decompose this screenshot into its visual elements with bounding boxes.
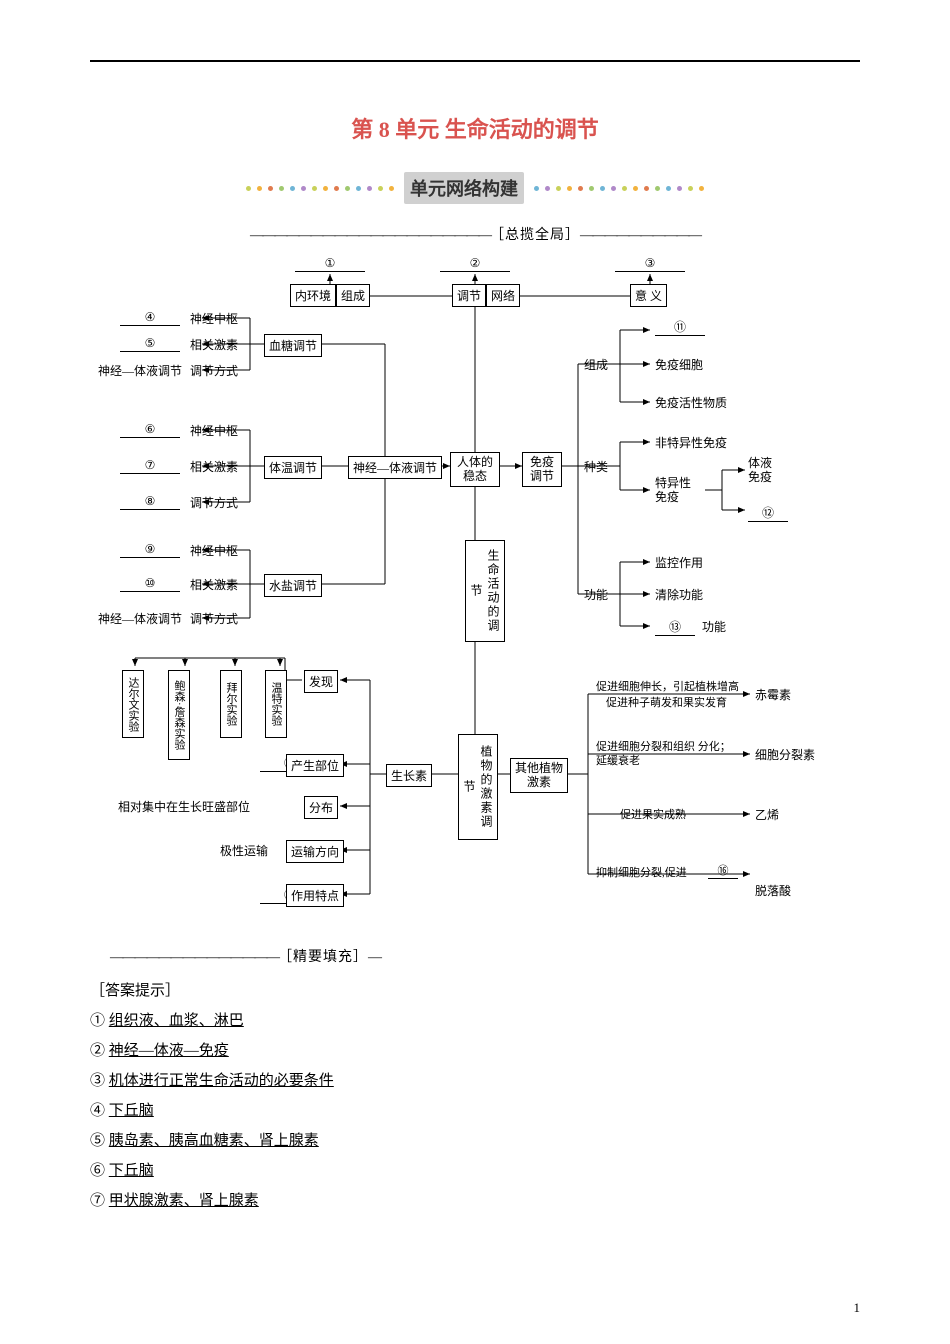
answers-header: ［答案提示］ [90, 976, 860, 1006]
answer-item: ② 神经—体液—免疫 [90, 1036, 860, 1066]
box-transport: 运输方向 [286, 840, 344, 863]
answer-item: ④ 下丘脑 [90, 1096, 860, 1126]
txt-immune-active: 免疫活性物质 [655, 394, 727, 411]
subtitle: 单元网络构建 [404, 172, 524, 204]
answers: ［答案提示］ ① 组织液、血浆、淋巴② 神经—体液—免疫③ 机体进行正常生命活动… [90, 976, 860, 1216]
box-blood-sugar: 血糖调节 [264, 334, 322, 357]
txt-nerve-center-2: 神经中枢 [190, 422, 238, 439]
box-internal-env: 内环境 [290, 284, 336, 307]
blank-1: ① [295, 256, 365, 272]
txt-body-fluid-imm: 体液 免疫 [748, 456, 784, 485]
dots-left [246, 186, 394, 191]
txt-nonspecific: 非特异性免疫 [655, 434, 727, 451]
box-composition: 组成 [336, 284, 370, 307]
txt-monitor: 监控作用 [655, 554, 703, 571]
txt-nerve-center-3: 神经中枢 [190, 542, 238, 559]
blank-10: ⑩ [120, 576, 180, 592]
txt-gib2: 促进种子萌发和果实发育 [606, 694, 727, 710]
box-water-salt: 水盐调节 [264, 574, 322, 597]
txt-nervefluid-3: 神经—体液调节 [98, 610, 182, 627]
box-jensen: 鲍森·詹森实验 [168, 670, 190, 760]
box-feature: 作用特点 [286, 884, 344, 907]
box-meaning: 意 义 [630, 284, 667, 307]
txt-regmode-2: 调节方式 [190, 494, 238, 511]
unit-title: 第 8 单元 生命活动的调节 [90, 112, 860, 144]
box-discover: 发现 [304, 670, 338, 693]
blank-8: ⑧ [120, 494, 180, 510]
subtitle-bar: 单元网络构建 [90, 172, 860, 204]
txt-abscisic: 脱落酸 [755, 882, 791, 899]
blank-7: ⑦ [120, 458, 180, 474]
txt-regmode-1: 调节方式 [190, 362, 238, 379]
blank-16: ⑯ [708, 862, 738, 879]
fill-label: ——————————————［精要填充］— [110, 946, 860, 966]
blank-11: ⑪ [655, 318, 705, 336]
answer-item: ① 组织液、血浆、淋巴 [90, 1006, 860, 1036]
page-number: 1 [854, 1300, 861, 1316]
txt-cytokinin: 细胞分裂素 [755, 746, 815, 763]
box-human-homeo: 人体的 稳态 [450, 452, 500, 487]
txt-hormone-2: 相关激素 [190, 458, 238, 475]
concept-map: ① ② ③ 内环境 组成 调节 网络 意 义 ④ 神经中枢 ⑤ 相关激素 血糖调… [90, 254, 860, 934]
txt-func-word: 功能 [702, 618, 726, 635]
blank-9: ⑨ [120, 542, 180, 558]
blank-13: ⑬ [655, 618, 695, 636]
box-regulation: 调节 [452, 284, 486, 307]
box-baier: 拜尔实验 [220, 670, 242, 738]
overview-label: ————————————————————［总揽全局］—————————— [90, 224, 860, 244]
txt-abs: 抑制细胞分裂,促进 [596, 864, 687, 880]
txt-hormone-1: 相关激素 [190, 336, 238, 353]
answer-item: ⑦ 甲状腺激素、肾上腺素 [90, 1186, 860, 1216]
txt-gib1: 促进细胞伸长，引起植株增高 [596, 678, 739, 694]
txt-hormone-3: 相关激素 [190, 576, 238, 593]
txt-compose: 组成 [584, 356, 608, 373]
box-other-hormone: 其他植物 激素 [510, 758, 568, 793]
blank-5: ⑤ [120, 336, 180, 352]
txt-nerve-center-1: 神经中枢 [190, 310, 238, 327]
txt-clear: 清除功能 [655, 586, 703, 603]
blank-4: ④ [120, 310, 180, 326]
answer-item: ⑤ 胰岛素、胰高血糖素、肾上腺素 [90, 1126, 860, 1156]
box-immune-reg: 免疫 调节 [522, 452, 562, 487]
blank-12: ⑫ [748, 504, 788, 522]
dots-right [534, 186, 704, 191]
txt-eth: 促进果实成熟 [620, 806, 686, 822]
blank-2: ② [440, 256, 510, 272]
txt-kind: 种类 [584, 458, 608, 475]
box-body-temp: 体温调节 [264, 456, 322, 479]
txt-function: 功能 [584, 586, 608, 603]
answer-item: ⑥ 下丘脑 [90, 1156, 860, 1186]
txt-specific: 特异性 免疫 [655, 476, 705, 505]
box-went: 温特实验 [265, 670, 287, 738]
box-distribute: 分布 [304, 796, 338, 819]
box-darwin: 达尔文实验 [122, 670, 144, 738]
box-auxin: 生长素 [386, 764, 432, 787]
txt-regmode-3: 调节方式 [190, 610, 238, 627]
txt-cyto: 促进细胞分裂和组织 分化；延缓衰老 [596, 740, 736, 769]
answer-item: ③ 机体进行正常生命活动的必要条件 [90, 1066, 860, 1096]
box-produce-site: 产生部位 [286, 754, 344, 777]
txt-ethylene: 乙烯 [755, 806, 779, 823]
box-plant-hormone: 植物的激素调节 [458, 734, 498, 840]
blank-6: ⑥ [120, 422, 180, 438]
blank-3: ③ [615, 256, 685, 272]
box-nerve-fluid-reg: 神经—体液调节 [348, 456, 442, 479]
txt-immune-cell: 免疫细胞 [655, 356, 703, 373]
box-life-regulation: 生命活动的调节 [465, 540, 505, 642]
box-network: 网络 [486, 284, 520, 307]
txt-polar: 极性运输 [220, 842, 268, 859]
txt-gibberellin: 赤霉素 [755, 686, 791, 703]
txt-nervefluid-1: 神经—体液调节 [98, 362, 182, 379]
top-rule [90, 60, 860, 62]
page: 第 8 单元 生命活动的调节 单元网络构建 ——————————————————… [0, 0, 950, 1344]
txt-concentrate: 相对集中在生长旺盛部位 [118, 798, 250, 815]
